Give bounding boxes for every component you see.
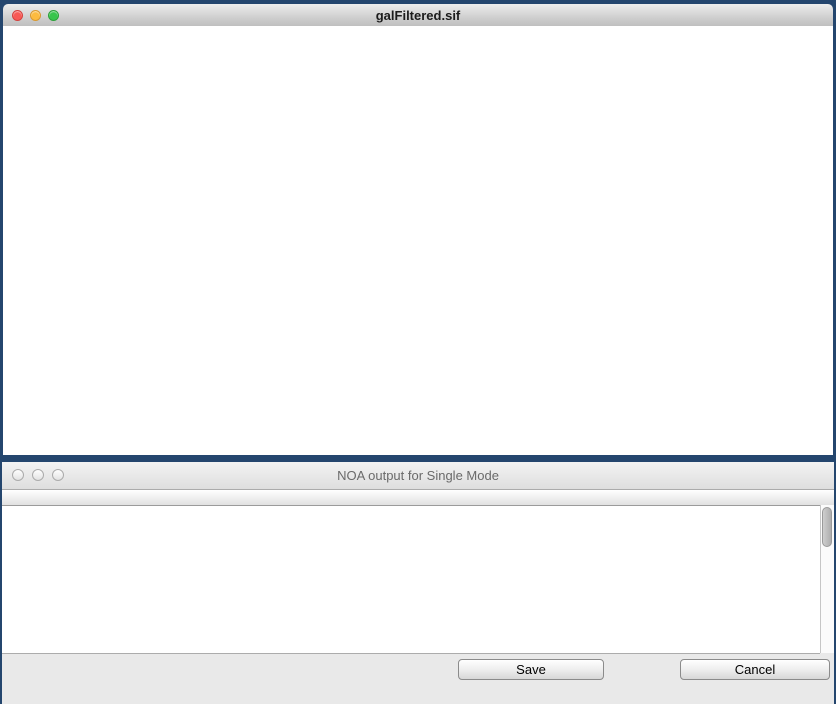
close-button[interactable]: [12, 469, 24, 481]
save-button[interactable]: Save: [458, 659, 604, 680]
minimize-button[interactable]: [30, 10, 41, 21]
zoom-button[interactable]: [48, 10, 59, 21]
network-graph[interactable]: [3, 26, 833, 455]
window-title: galFiltered.sif: [375, 8, 461, 23]
close-button[interactable]: [12, 10, 23, 21]
network-canvas[interactable]: [3, 26, 833, 455]
zoom-button[interactable]: [52, 469, 64, 481]
network-window-titlebar[interactable]: galFiltered.sif: [3, 4, 833, 27]
noa-window-titlebar[interactable]: NOA output for Single Mode: [2, 462, 834, 490]
scrollbar-thumb[interactable]: [822, 507, 832, 547]
network-window: galFiltered.sif: [3, 4, 833, 455]
cancel-button[interactable]: Cancel: [680, 659, 830, 680]
window-title: NOA output for Single Mode: [337, 468, 499, 483]
results-table[interactable]: [2, 506, 820, 654]
table-header-row: [2, 490, 834, 506]
minimize-button[interactable]: [32, 469, 44, 481]
noa-output-window: NOA output for Single Mode Save Cancel: [2, 462, 834, 704]
table-scrollbar[interactable]: [820, 505, 834, 653]
